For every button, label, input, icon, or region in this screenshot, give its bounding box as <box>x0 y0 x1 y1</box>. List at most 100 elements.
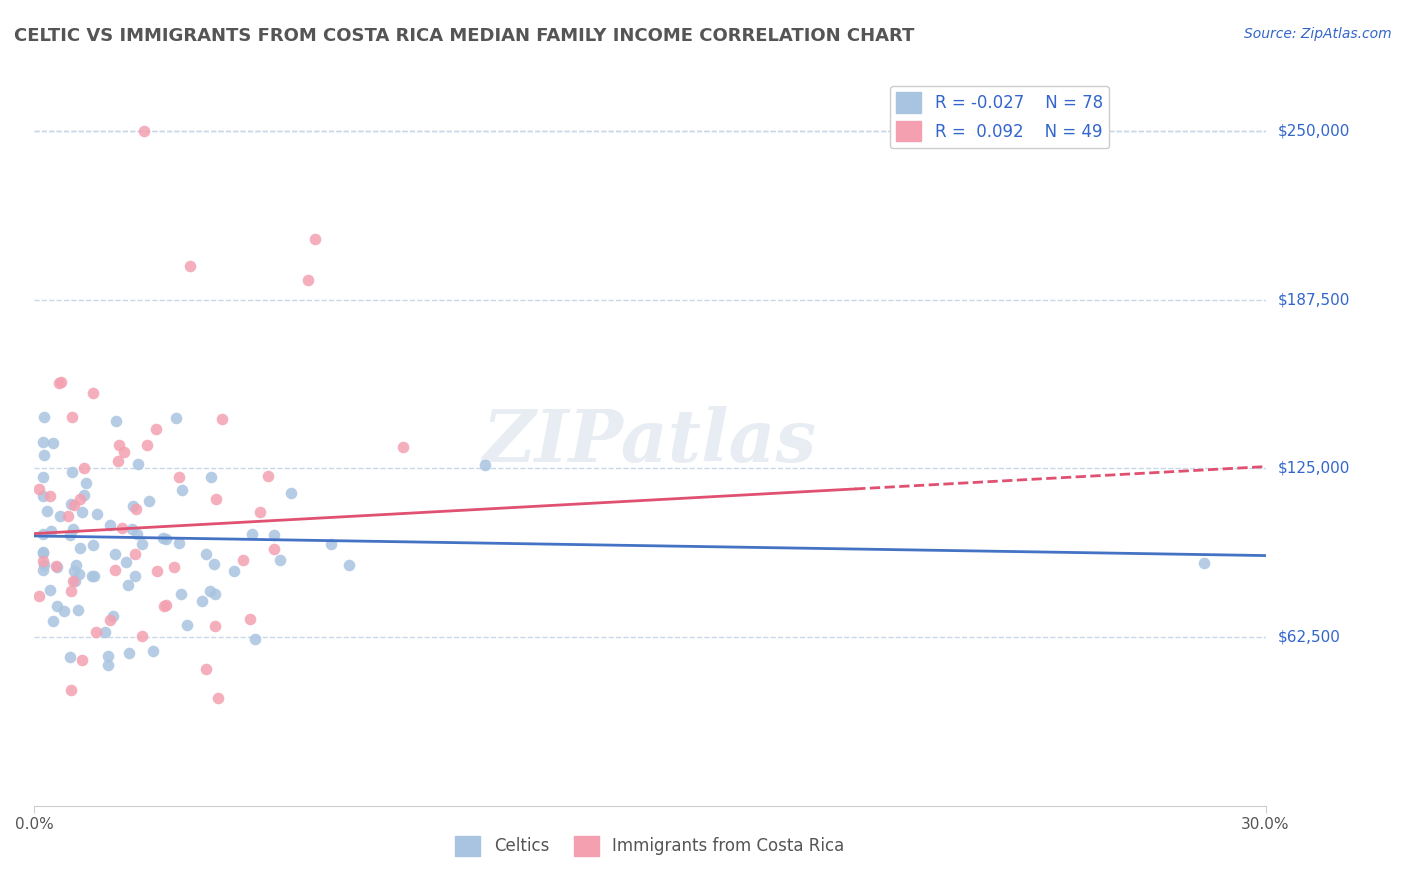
Point <box>62 498 84 512</box>
Point <box>135 437 157 451</box>
Point <box>240 527 263 541</box>
Point <box>104 414 127 428</box>
Point <box>56 508 79 523</box>
Point <box>169 470 191 484</box>
Point <box>60 410 83 425</box>
Point <box>46 599 69 613</box>
Point <box>82 386 104 401</box>
Point <box>122 499 145 513</box>
Point <box>39 583 62 598</box>
Point <box>232 553 254 567</box>
Point <box>202 557 225 571</box>
Point <box>132 124 155 138</box>
Point <box>107 454 129 468</box>
Point <box>94 624 117 639</box>
Point <box>31 546 53 560</box>
Point <box>84 624 107 639</box>
Point <box>121 522 143 536</box>
Point <box>1192 556 1215 570</box>
Text: $187,500: $187,500 <box>1278 293 1350 308</box>
Point <box>146 564 169 578</box>
Point <box>211 412 233 426</box>
Point <box>62 523 84 537</box>
Point <box>204 619 226 633</box>
Point <box>32 554 55 568</box>
Point <box>62 574 84 588</box>
Point <box>97 658 120 673</box>
Point <box>59 583 82 598</box>
Text: $250,000: $250,000 <box>1278 124 1350 139</box>
Point <box>42 614 65 628</box>
Point <box>198 584 221 599</box>
Point <box>269 553 291 567</box>
Point <box>195 547 218 561</box>
Point <box>304 232 326 246</box>
Point <box>125 502 148 516</box>
Point <box>100 613 122 627</box>
Point <box>73 488 96 502</box>
Point <box>115 556 138 570</box>
Point <box>59 528 82 542</box>
Point <box>165 411 187 425</box>
Point <box>194 662 217 676</box>
Point <box>222 564 245 578</box>
Point <box>32 435 55 450</box>
Point <box>38 489 60 503</box>
Text: $62,500: $62,500 <box>1278 630 1341 645</box>
Point <box>63 574 86 588</box>
Point <box>124 569 146 583</box>
Point <box>319 537 342 551</box>
Point <box>104 563 127 577</box>
Point <box>86 507 108 521</box>
Point <box>28 482 51 496</box>
Point <box>176 617 198 632</box>
Point <box>127 526 149 541</box>
Text: CELTIC VS IMMIGRANTS FROM COSTA RICA MEDIAN FAMILY INCOME CORRELATION CHART: CELTIC VS IMMIGRANTS FROM COSTA RICA MED… <box>14 27 914 45</box>
Point <box>297 273 319 287</box>
Point <box>49 375 72 389</box>
Point <box>60 682 83 697</box>
Point <box>48 376 70 390</box>
Point <box>75 476 97 491</box>
Point <box>101 609 124 624</box>
Point <box>31 489 53 503</box>
Point <box>65 558 87 573</box>
Point <box>32 558 55 573</box>
Point <box>124 547 146 561</box>
Point <box>145 422 167 436</box>
Point <box>32 449 55 463</box>
Point <box>142 644 165 658</box>
Point <box>97 648 120 663</box>
Point <box>111 521 134 535</box>
Point <box>117 578 139 592</box>
Point <box>70 653 93 667</box>
Point <box>104 547 127 561</box>
Point <box>155 533 177 547</box>
Point <box>112 445 135 459</box>
Point <box>67 566 90 581</box>
Point <box>152 531 174 545</box>
Point <box>60 497 83 511</box>
Point <box>98 518 121 533</box>
Point <box>205 492 228 507</box>
Point <box>83 569 105 583</box>
Point <box>31 470 53 484</box>
Point <box>127 457 149 471</box>
Point <box>179 259 201 273</box>
Point <box>263 541 285 556</box>
Point <box>131 629 153 643</box>
Point <box>155 598 177 612</box>
Point <box>60 465 83 479</box>
Point <box>191 594 214 608</box>
Text: $125,000: $125,000 <box>1278 461 1350 476</box>
Point <box>238 612 260 626</box>
Point <box>69 541 91 556</box>
Point <box>59 650 82 665</box>
Point <box>72 504 94 518</box>
Point <box>34 409 56 424</box>
Point <box>31 564 53 578</box>
Point <box>66 603 89 617</box>
Point <box>138 494 160 508</box>
Point <box>249 505 271 519</box>
Point <box>391 440 413 454</box>
